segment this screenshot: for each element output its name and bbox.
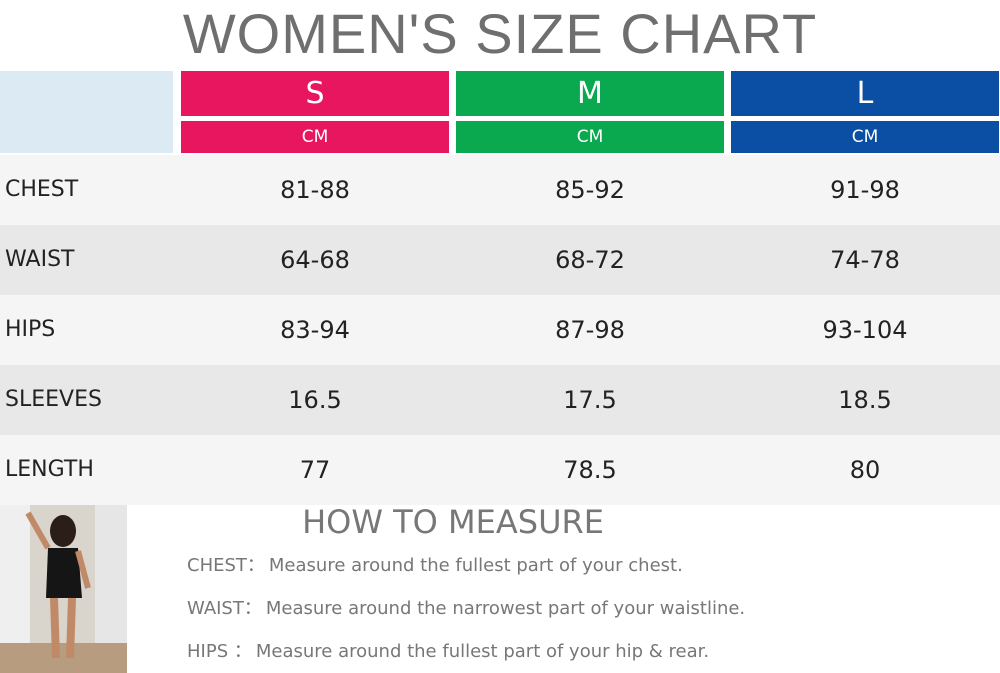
cell-value: 80 bbox=[849, 456, 881, 484]
cell-value: 93-104 bbox=[822, 316, 908, 344]
cell-value: 74-78 bbox=[830, 246, 900, 274]
row-background bbox=[0, 155, 1000, 225]
instruction-text: Measure around the narrowest part of you… bbox=[265, 598, 746, 619]
row-background bbox=[0, 295, 1000, 365]
cell-value: 85-92 bbox=[555, 176, 625, 204]
row-background bbox=[0, 365, 1000, 435]
unit-header: CM bbox=[456, 121, 724, 153]
cell-value: 78.5 bbox=[563, 456, 617, 484]
instruction-text: Measure around the fullest part of your … bbox=[268, 555, 683, 576]
measure-instruction: WAIST： Measure around the narrowest part … bbox=[187, 594, 745, 620]
size-header: M bbox=[456, 71, 724, 116]
cell-value: 64-68 bbox=[280, 246, 350, 274]
row-label: SLEEVES bbox=[5, 387, 102, 412]
row-label: HIPS bbox=[5, 317, 56, 342]
row-background bbox=[0, 225, 1000, 295]
cell-value: 17.5 bbox=[563, 386, 617, 414]
unit-header: CM bbox=[181, 121, 449, 153]
row-label: LENGTH bbox=[5, 457, 94, 482]
row-background bbox=[0, 435, 1000, 505]
model-photo bbox=[0, 503, 127, 673]
cell-value: 68-72 bbox=[555, 246, 625, 274]
cell-value: 83-94 bbox=[280, 316, 350, 344]
instruction-text: Measure around the fullest part of your … bbox=[255, 641, 710, 662]
cell-value: 91-98 bbox=[830, 176, 900, 204]
row-label: WAIST bbox=[5, 247, 75, 272]
row-label: CHEST bbox=[5, 177, 79, 202]
cell-value: 81-88 bbox=[280, 176, 350, 204]
instruction-label: HIPS ： bbox=[187, 641, 252, 662]
size-header: S bbox=[181, 71, 449, 116]
cell-value: 77 bbox=[299, 456, 331, 484]
instruction-label: WAIST： bbox=[187, 598, 262, 619]
cell-value: 87-98 bbox=[555, 316, 625, 344]
unit-header: CM bbox=[731, 121, 999, 153]
measure-instruction: HIPS ： Measure around the fullest part of… bbox=[187, 637, 709, 663]
cell-value: 18.5 bbox=[838, 386, 892, 414]
size-header: L bbox=[731, 71, 999, 116]
how-to-measure-title: HOW TO MEASURE bbox=[302, 503, 604, 541]
measure-instruction: CHEST： Measure around the fullest part of… bbox=[187, 551, 683, 577]
title: WOMEN'S SIZE CHART bbox=[182, 2, 818, 65]
instruction-label: CHEST： bbox=[187, 555, 265, 576]
cell-value: 16.5 bbox=[288, 386, 342, 414]
header-corner bbox=[0, 71, 173, 153]
